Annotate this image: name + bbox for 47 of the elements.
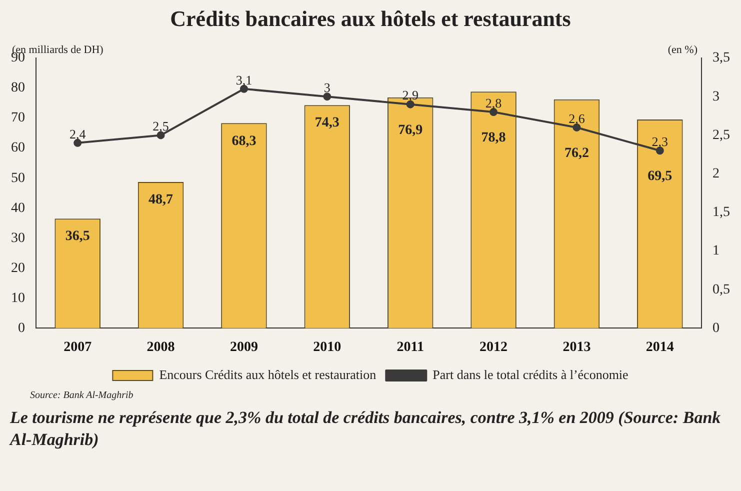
x-tick-label: 2011	[396, 340, 424, 356]
x-tick-label: 2007	[64, 340, 92, 356]
legend-label: Encours Crédits aux hôtels et restauration	[159, 366, 377, 382]
y2-axis-title: (en %)	[668, 44, 698, 56]
data-label: 3	[324, 80, 330, 96]
data-label: 3,1	[236, 72, 252, 88]
y-tick-label: 50	[11, 170, 25, 186]
x-tick-label: 2010	[313, 340, 342, 356]
y2-tick-label: 3,5	[712, 50, 730, 66]
data-label: 36,5	[65, 229, 90, 244]
data-label: 2,4	[69, 126, 86, 142]
y2-tick-label: 1,5	[712, 205, 730, 220]
data-label: 76,2	[564, 146, 589, 162]
y2-tick-label: 2	[712, 166, 720, 182]
y2-tick-label: 1	[712, 244, 720, 259]
x-tick-label: 2014	[646, 340, 674, 356]
data-label: 2,6	[568, 110, 586, 126]
x-tick-label: 2013	[562, 340, 591, 356]
data-label: 2,3	[652, 134, 668, 150]
y2-tick-label: 0	[712, 320, 720, 336]
data-label: 2,5	[152, 118, 169, 134]
y2-tick-label: 0,5	[712, 282, 730, 298]
y2-tick-label: 2,5	[712, 128, 730, 143]
data-label: 78,8	[481, 130, 506, 146]
data-label: 69,5	[648, 169, 672, 184]
chart-title: Crédits bancaires aux hôtels et restaurants	[169, 5, 572, 33]
y-tick-label: 60	[11, 140, 25, 156]
y2-tick-label: 3	[712, 89, 720, 104]
x-tick-label: 2012	[480, 340, 508, 356]
data-label: 74,3	[314, 116, 340, 131]
data-label: 48,7	[148, 192, 174, 208]
data-label: 76,9	[398, 122, 423, 138]
text: Le tourisme ne représente que 2,3% du total de crédits bancaires, contre 3,1% en 2009 (Source: Bank Al-Maghrib)	[10, 407, 722, 451]
point	[323, 92, 332, 101]
y-tick-label: 40	[11, 200, 25, 216]
source-note: Source: Bank Al-Maghrib	[30, 390, 134, 401]
y-tick-label: 70	[11, 110, 25, 126]
y-tick-label: 20	[11, 260, 25, 276]
data-label: 2,8	[485, 95, 502, 110]
y-tick-label: 80	[11, 80, 25, 96]
y-tick-label: 0	[18, 320, 25, 336]
legend-label: Part dans le total crédits à l’économie	[432, 366, 629, 382]
y-tick-label: 30	[11, 230, 25, 246]
data-label: 68,3	[232, 134, 256, 149]
x-tick-label: 2009	[230, 340, 258, 356]
y-tick-label: 10	[11, 290, 25, 306]
x-tick-label: 2008	[146, 340, 175, 356]
